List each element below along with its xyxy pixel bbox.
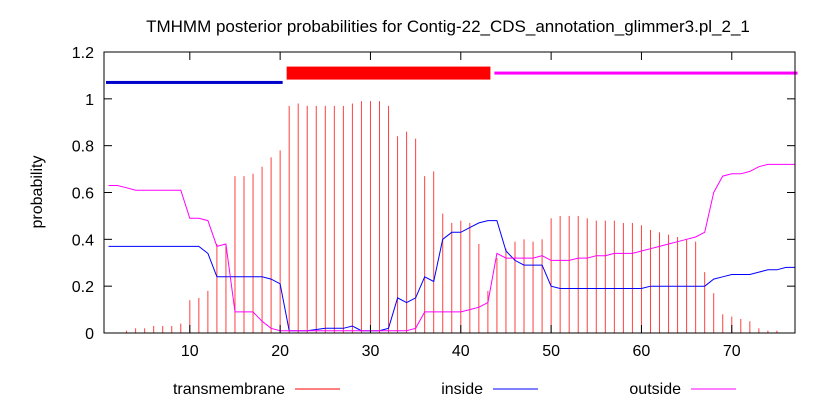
topology-transmembrane-bar — [286, 66, 491, 80]
series-lines — [108, 163, 795, 332]
x-tick-label: 50 — [542, 343, 560, 360]
y-tick-label: 0.2 — [72, 279, 94, 296]
legend-label-transmembrane: transmembrane — [173, 381, 285, 398]
y-tick-label: 1 — [85, 92, 94, 109]
y-tick-label: 0.4 — [72, 232, 94, 249]
topology-outside-bar — [494, 71, 798, 75]
x-tick-label: 40 — [452, 343, 470, 360]
x-tick-label: 10 — [181, 343, 199, 360]
legend: transmembrane inside outside — [173, 381, 736, 398]
y-axis-label: probability — [29, 156, 46, 229]
topology-inside-bar — [106, 80, 283, 84]
inside-line — [108, 220, 795, 332]
outside-line — [108, 163, 795, 332]
topology-bars — [106, 66, 798, 84]
x-tick-label: 20 — [271, 343, 289, 360]
legend-label-outside: outside — [629, 381, 681, 398]
transmembrane-impulses — [126, 101, 778, 333]
x-tick-label: 30 — [362, 343, 380, 360]
y-tick-label: 0.6 — [72, 186, 94, 203]
y-tick-label: 1.2 — [72, 45, 94, 62]
legend-label-inside: inside — [441, 381, 483, 398]
axes: 0 0.2 0.4 0.6 0.8 1 1.2 10 20 30 40 50 60 70 — [72, 45, 796, 360]
x-tick-label: 60 — [633, 343, 651, 360]
chart-title: TMHMM posterior probabilities for Contig… — [146, 17, 750, 36]
y-tick-label: 0 — [85, 326, 94, 343]
y-tick-label: 0.8 — [72, 139, 94, 156]
x-tick-label: 70 — [723, 343, 741, 360]
